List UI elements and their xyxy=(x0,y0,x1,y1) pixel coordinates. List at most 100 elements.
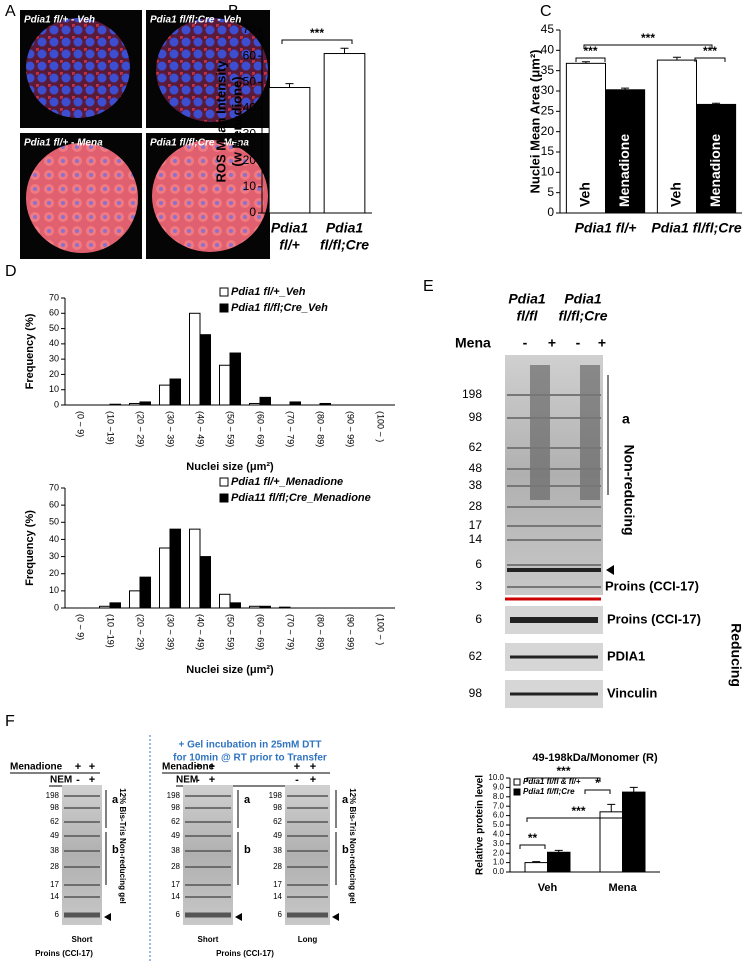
mw-marker: 17 xyxy=(273,880,282,889)
treatment-sign: - xyxy=(576,335,581,351)
y-tick-label: 40 xyxy=(49,534,59,544)
mw-marker: 6 xyxy=(475,557,482,571)
y-tick-label: 0 xyxy=(547,205,554,219)
x-tick-label: (40 ~ 49) xyxy=(196,614,206,650)
mw-marker: 62 xyxy=(171,817,180,826)
significance-label: * xyxy=(595,776,600,790)
significance-label: ** xyxy=(528,831,538,845)
legend-swatch xyxy=(219,287,229,297)
mw-marker: 48 xyxy=(469,461,483,475)
y-tick-label: 0 xyxy=(54,602,59,612)
significance-bracket xyxy=(584,789,611,794)
mw-marker: 98 xyxy=(469,686,483,700)
significance-bracket xyxy=(519,844,546,849)
band-label: a xyxy=(622,411,630,427)
legend-label: Pdia1 fl/fl;Cre xyxy=(523,787,575,796)
bar xyxy=(159,547,171,609)
arrowhead xyxy=(606,565,614,575)
row-label: Menadione xyxy=(162,762,215,773)
significance-bracket xyxy=(281,39,353,44)
y-tick-label: 40 xyxy=(541,43,555,57)
y-tick-label: 1.0 xyxy=(493,858,505,867)
y-tick-label: 10.0 xyxy=(488,773,504,782)
legend-label: Pdia1 fl/fl & fl/+ xyxy=(523,777,581,786)
error-bar xyxy=(621,87,630,90)
x-axis-label: Nuclei size (μm²) xyxy=(186,664,274,676)
arrowhead xyxy=(235,913,242,921)
bar xyxy=(323,53,366,214)
y-tick-label: 50 xyxy=(243,74,257,88)
smear xyxy=(580,365,600,500)
condition-label: Reducing xyxy=(728,623,744,687)
significance-bracket xyxy=(694,57,726,62)
x-tick-label: (60 ~ 69) xyxy=(256,614,266,650)
band-label: b xyxy=(112,844,119,856)
mw-marker: 6 xyxy=(55,910,60,919)
error-bar xyxy=(285,83,294,88)
mw-marker: 14 xyxy=(50,892,59,901)
error-bar xyxy=(607,803,616,812)
y-tick-label: 30 xyxy=(49,354,59,364)
significance-label: *** xyxy=(641,31,655,45)
method-note: + Gel incubation in 25mM DTT xyxy=(178,740,321,751)
bar xyxy=(159,384,171,406)
bar xyxy=(109,602,121,609)
x-tick-label: (80 ~ 89) xyxy=(316,411,326,447)
mw-marker: 98 xyxy=(171,803,180,812)
image-caption: Pdia1 fl/+ - Mena xyxy=(24,138,103,149)
bar-label: Veh xyxy=(668,182,684,207)
bar xyxy=(129,402,141,406)
bar xyxy=(199,334,211,406)
mw-marker: 38 xyxy=(171,846,180,855)
x-tick-label: Veh xyxy=(538,882,558,894)
panel-letter: B xyxy=(228,3,239,20)
x-tick-label: (90 ~ 99) xyxy=(346,411,356,447)
y-tick-label: 40 xyxy=(243,101,257,115)
bar xyxy=(219,364,231,406)
y-tick-label: 60 xyxy=(243,48,257,62)
error-bar xyxy=(340,47,349,54)
y-tick-label: 60 xyxy=(49,500,59,510)
lane-label: fl/fl;Cre xyxy=(559,308,608,324)
x-axis-label: Nuclei size (μm²) xyxy=(186,461,274,473)
bar xyxy=(656,59,697,214)
x-tick-label: fl/fl;Cre xyxy=(320,237,369,253)
bar xyxy=(289,401,301,406)
mw-marker: 98 xyxy=(273,803,282,812)
band-name: PDIA1 xyxy=(607,648,645,663)
significance-label: *** xyxy=(556,764,570,778)
treatment-label: Mena xyxy=(455,335,491,351)
y-tick-label: 0 xyxy=(249,205,256,219)
bar xyxy=(229,352,241,406)
panel-letter: C xyxy=(540,3,552,20)
bar xyxy=(139,576,151,609)
y-tick-label: 50 xyxy=(49,323,59,333)
lane-label: Pdia1 xyxy=(564,291,602,307)
x-tick-label: Pdia1 xyxy=(326,220,364,236)
panel-letter: E xyxy=(423,278,434,295)
lane-label: Pdia1 xyxy=(508,291,546,307)
image-caption: Pdia1 fl/+ - Veh xyxy=(24,15,95,26)
error-bar xyxy=(672,56,681,61)
y-tick-label: 70 xyxy=(49,292,59,302)
y-tick-label: 20 xyxy=(541,124,555,138)
y-tick-label: 30 xyxy=(49,551,59,561)
panel-letter: A xyxy=(5,3,16,20)
mw-marker: 6 xyxy=(176,910,181,919)
bar xyxy=(696,103,737,214)
mw-marker: 14 xyxy=(273,892,282,901)
treatment-sign: + xyxy=(310,774,316,786)
chart-title: 49-198kDa/Monomer (R) xyxy=(532,752,658,764)
bar xyxy=(199,556,211,609)
legend-swatch xyxy=(513,788,521,796)
mw-marker: 98 xyxy=(469,410,483,424)
treatment-sign: + xyxy=(89,761,95,773)
y-tick-label: 20 xyxy=(243,153,257,167)
mw-marker: 198 xyxy=(46,791,60,800)
mw-marker: 28 xyxy=(171,862,180,871)
y-tick-label: 15 xyxy=(541,144,555,158)
bar xyxy=(109,403,121,406)
x-tick-label: (30 ~ 39) xyxy=(166,614,176,650)
mw-marker: 6 xyxy=(475,612,482,626)
